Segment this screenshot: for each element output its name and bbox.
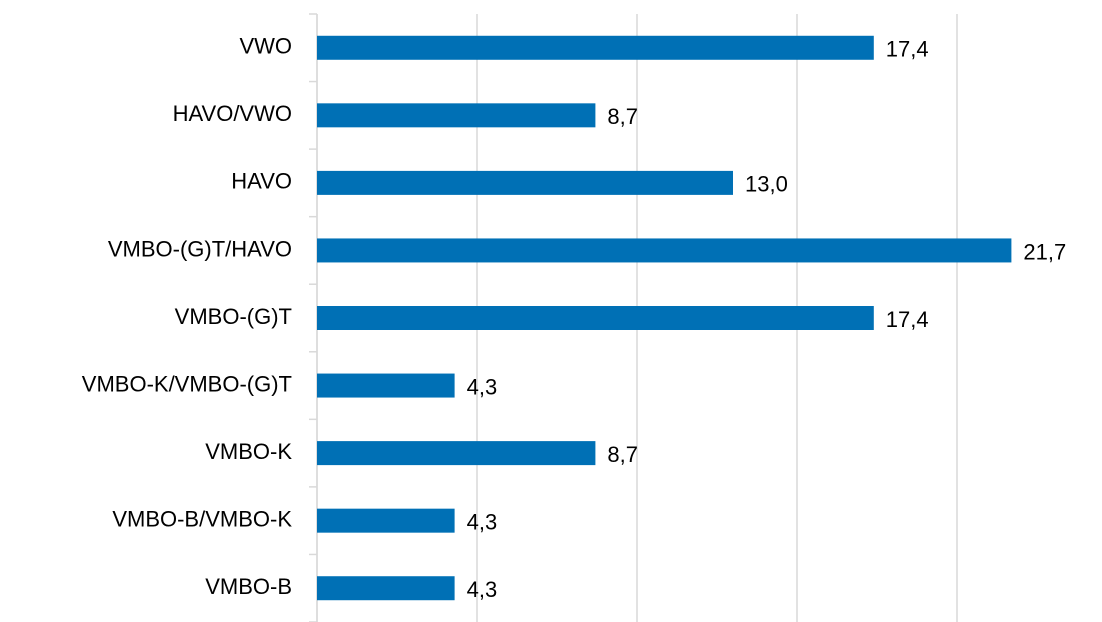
y-tick-label: VMBO-(G)T/HAVO — [108, 236, 292, 261]
y-tick-label: VMBO-B/VMBO-K — [112, 506, 292, 531]
y-tick-label: VMBO-K/VMBO-(G)T — [82, 371, 292, 396]
value-label: 4,3 — [467, 374, 498, 399]
value-label: 4,3 — [467, 509, 498, 534]
bar — [317, 170, 733, 195]
value-label: 13,0 — [745, 172, 788, 197]
bar — [317, 103, 596, 128]
y-tick-label: VMBO-K — [205, 439, 292, 464]
value-label: 17,4 — [886, 307, 929, 332]
value-label: 17,4 — [886, 37, 929, 62]
value-label: 4,3 — [467, 577, 498, 602]
y-tick-label: VWO — [239, 34, 292, 59]
bar — [317, 35, 874, 60]
bar — [317, 238, 1012, 263]
value-label: 21,7 — [1023, 239, 1066, 264]
value-label: 8,7 — [607, 442, 638, 467]
y-tick-label: HAVO — [231, 169, 292, 194]
bar — [317, 373, 455, 398]
y-tick-label: VMBO-(G)T — [175, 304, 292, 329]
y-tick-label: HAVO/VWO — [173, 101, 292, 126]
bar — [317, 306, 874, 330]
bar — [317, 576, 455, 601]
bar — [317, 441, 596, 466]
value-label: 8,7 — [607, 104, 638, 129]
y-tick-label: VMBO-B — [205, 574, 292, 599]
bar — [317, 508, 455, 533]
